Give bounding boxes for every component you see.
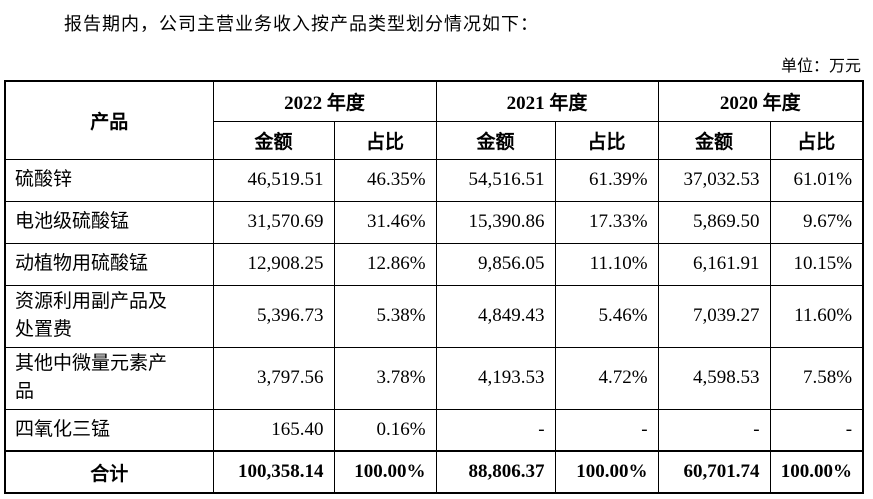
table-row: 资源利用副产品及 处置费 5,396.73 5.38% 4,849.43 5.4… (4, 284, 864, 348)
ratio-2020-cell: 11.60% (769, 284, 864, 348)
unit-label: 单位：万元 (780, 58, 861, 75)
ratio-2020-cell: 7.58% (769, 346, 864, 410)
amount-2020-cell: - (657, 408, 771, 452)
ratio-2020-cell: 10.15% (769, 242, 864, 286)
ratio-2021-cell: 61.39% (554, 158, 659, 202)
amount-2021-cell: 54,516.51 (435, 158, 556, 202)
total-row: 合计 100,358.14 100.00% 88,806.37 100.00% … (4, 450, 864, 494)
header-year-2020: 2020 年度 (657, 80, 864, 122)
product-cell: 四氧化三锰 (4, 408, 214, 452)
amount-2022-cell: 46,519.51 (212, 158, 335, 202)
amount-2020-cell: 7,039.27 (657, 284, 771, 348)
amount-2021-cell: 9,856.05 (435, 242, 556, 286)
ratio-2022-cell: 5.38% (333, 284, 437, 348)
product-cell: 硫酸锌 (4, 158, 214, 202)
header-ratio-2022: 占比 (333, 120, 437, 160)
ratio-2021-cell: 4.72% (554, 346, 659, 410)
ratio-2021-cell: 5.46% (554, 284, 659, 348)
amount-2022-cell: 31,570.69 (212, 200, 335, 244)
product-cell: 其他中微量元素产 品 (4, 346, 214, 410)
ratio-2022-cell: 46.35% (333, 158, 437, 202)
ratio-2020-cell: - (769, 408, 864, 452)
revenue-by-product-table: 产品 2022 年度 2021 年度 2020 年度 金额 占比 金额 占比 金… (4, 80, 865, 494)
total-amount-2022-cell: 100,358.14 (212, 450, 335, 494)
amount-2022-cell: 3,797.56 (212, 346, 335, 410)
table-row: 动植物用硫酸锰 12,908.25 12.86% 9,856.05 11.10%… (4, 242, 864, 286)
amount-2022-cell: 165.40 (212, 408, 335, 452)
ratio-2021-cell: - (554, 408, 659, 452)
amount-2021-cell: - (435, 408, 556, 452)
table-row: 四氧化三锰 165.40 0.16% - - - - (4, 408, 864, 452)
ratio-2022-cell: 12.86% (333, 242, 437, 286)
total-ratio-2021-cell: 100.00% (554, 450, 659, 494)
total-ratio-2022-cell: 100.00% (333, 450, 437, 494)
header-product: 产品 (4, 80, 214, 160)
header-amount-2021: 金额 (435, 120, 556, 160)
ratio-2022-cell: 31.46% (333, 200, 437, 244)
ratio-2020-cell: 9.67% (769, 200, 864, 244)
header-year-row: 产品 2022 年度 2021 年度 2020 年度 (4, 80, 864, 160)
ratio-2020-cell: 61.01% (769, 158, 864, 202)
ratio-2021-cell: 11.10% (554, 242, 659, 286)
amount-2021-cell: 15,390.86 (435, 200, 556, 244)
product-cell: 动植物用硫酸锰 (4, 242, 214, 286)
intro-paragraph: 报告期内，公司主营业务收入按产品类型划分情况如下： (64, 14, 539, 34)
amount-2022-cell: 5,396.73 (212, 284, 335, 348)
total-ratio-2020-cell: 100.00% (769, 450, 864, 494)
table-row: 其他中微量元素产 品 3,797.56 3.78% 4,193.53 4.72%… (4, 346, 864, 410)
amount-2020-cell: 4,598.53 (657, 346, 771, 410)
header-year-2021: 2021 年度 (435, 80, 659, 122)
header-ratio-2021: 占比 (554, 120, 659, 160)
header-ratio-2020: 占比 (769, 120, 864, 160)
product-cell: 资源利用副产品及 处置费 (4, 284, 214, 348)
header-year-2022: 2022 年度 (212, 80, 437, 122)
amount-2020-cell: 6,161.91 (657, 242, 771, 286)
amount-2020-cell: 5,869.50 (657, 200, 771, 244)
total-amount-2020-cell: 60,701.74 (657, 450, 771, 494)
amount-2021-cell: 4,193.53 (435, 346, 556, 410)
table-row: 电池级硫酸锰 31,570.69 31.46% 15,390.86 17.33%… (4, 200, 864, 244)
amount-2020-cell: 37,032.53 (657, 158, 771, 202)
product-cell: 电池级硫酸锰 (4, 200, 214, 244)
ratio-2021-cell: 17.33% (554, 200, 659, 244)
table-row: 硫酸锌 46,519.51 46.35% 54,516.51 61.39% 37… (4, 158, 864, 202)
amount-2021-cell: 4,849.43 (435, 284, 556, 348)
amount-2022-cell: 12,908.25 (212, 242, 335, 286)
ratio-2022-cell: 0.16% (333, 408, 437, 452)
header-sub-row: 金额 占比 金额 占比 金额 占比 (5, 120, 864, 160)
total-label-cell: 合计 (4, 450, 214, 494)
total-amount-2021-cell: 88,806.37 (435, 450, 556, 494)
header-amount-2022: 金额 (212, 120, 335, 160)
header-amount-2020: 金额 (657, 120, 771, 160)
ratio-2022-cell: 3.78% (333, 346, 437, 410)
